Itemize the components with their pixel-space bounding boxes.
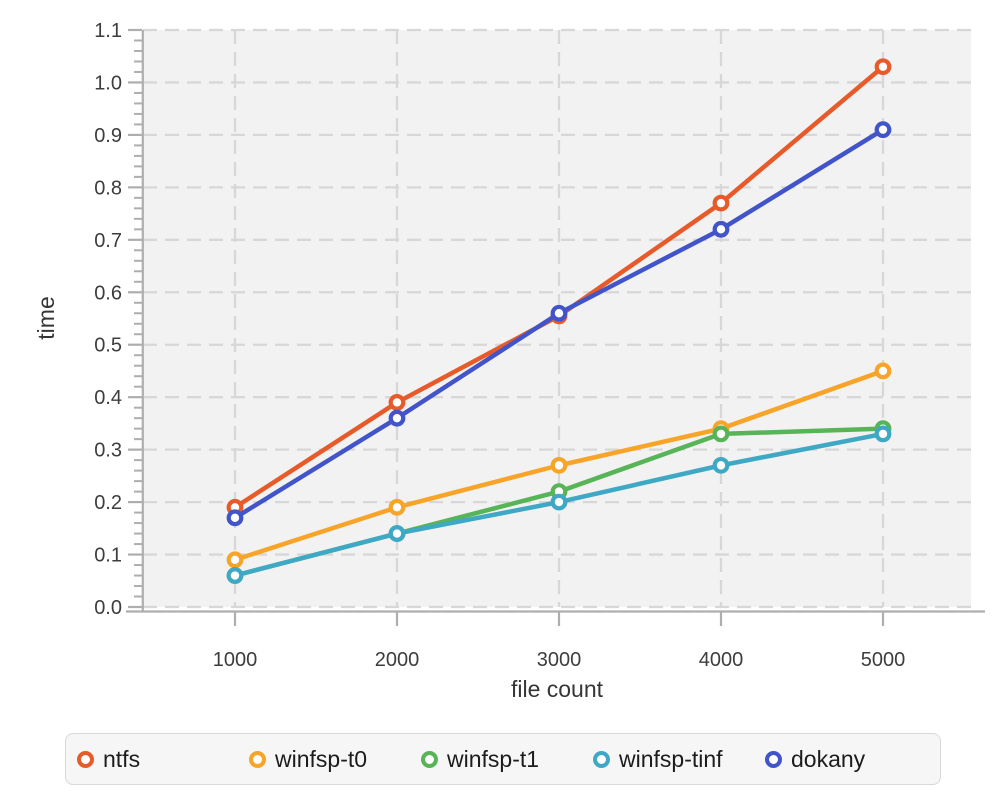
x-axis-title: file count: [511, 676, 604, 702]
x-tick-label: 5000: [861, 649, 906, 671]
series-marker-dokany: [550, 304, 568, 322]
legend-ring-icon: [593, 750, 610, 768]
series-marker-winfsp-tinf: [550, 493, 568, 511]
legend-item-ntfs: ntfs: [77, 745, 249, 772]
x-tick-label: 2000: [375, 649, 420, 671]
legend-ring-icon: [77, 750, 94, 768]
y-tick-label: 0.9: [94, 125, 122, 147]
line-chart: 0.0 0.1 0.2 0.3 0.4 0.5 0.6 0.7 0.8 0.9 1.0 1.1 1000…: [33, 20, 985, 702]
legend-label: ntfs: [103, 745, 141, 772]
chart-canvas: 0.0 0.1 0.2 0.3 0.4 0.5 0.6 0.7 0.8 0.9 1.0 1.1 1000…: [33, 20, 985, 702]
y-axis-title: time: [33, 296, 59, 339]
legend-item-winfsp-tinf: winfsp-tinf: [593, 745, 765, 772]
y-tick-label: 0.4: [94, 387, 122, 409]
y-tick-label: 0.6: [94, 282, 122, 304]
legend-label: winfsp-tinf: [619, 745, 723, 772]
y-tick-label: 0.7: [94, 230, 122, 252]
legend-ring-icon: [249, 750, 266, 768]
legend-item-winfsp-t0: winfsp-t0: [249, 745, 421, 772]
series-marker-dokany: [388, 409, 406, 427]
y-tick-label: 0.3: [94, 440, 122, 462]
legend-ring-icon: [421, 750, 438, 768]
series-marker-dokany: [874, 121, 892, 139]
y-tick-label: 1.1: [94, 20, 122, 42]
x-tick-label: 1000: [213, 649, 258, 671]
series-marker-winfsp-tinf: [388, 525, 406, 542]
y-tick-label: 1.0: [94, 72, 122, 94]
x-tick-label: 3000: [537, 649, 582, 671]
y-tick-label: 0.2: [94, 492, 122, 514]
y-tick-label: 0.0: [94, 597, 122, 619]
legend-ring-icon: [765, 750, 782, 768]
series-marker-ntfs: [712, 194, 730, 212]
legend-label: dokany: [791, 745, 866, 772]
legend-label: winfsp-t1: [447, 745, 540, 772]
legend-label: winfsp-t0: [275, 745, 368, 772]
y-tick-label: 0.5: [94, 335, 122, 357]
legend: ntfs winfsp-t0 winfsp-t1 winfsp-tinf dokany: [65, 733, 941, 785]
series-marker-winfsp-tinf: [874, 425, 892, 443]
series-marker-winfsp-tinf: [712, 456, 730, 474]
series-marker-dokany: [226, 509, 244, 527]
series-marker-winfsp-t0: [874, 362, 892, 380]
series-marker-winfsp-tinf: [226, 567, 244, 584]
series-marker-winfsp-t0: [550, 456, 568, 474]
series-marker-ntfs: [874, 58, 892, 76]
x-tick-label: 4000: [699, 649, 744, 671]
y-tick-label: 0.1: [94, 545, 122, 567]
series-marker-winfsp-t1: [712, 425, 730, 443]
legend-item-winfsp-t1: winfsp-t1: [421, 745, 593, 772]
legend-item-dokany: dokany: [765, 745, 866, 772]
y-tick-label: 0.8: [94, 177, 122, 199]
series-marker-dokany: [712, 220, 730, 238]
series-marker-ntfs: [388, 394, 406, 411]
series-marker-winfsp-t0: [388, 498, 406, 516]
series-marker-winfsp-t0: [226, 551, 244, 569]
